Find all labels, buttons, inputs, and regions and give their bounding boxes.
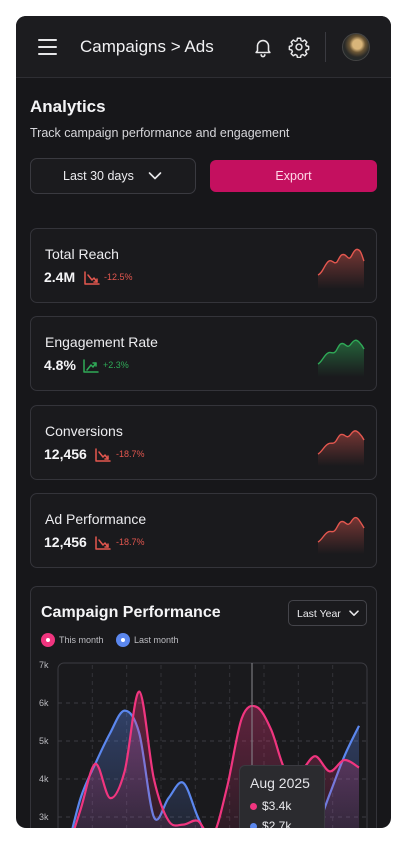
y-axis-ticks: 7k 6k 5k 4k 3k <box>39 660 49 822</box>
y-tick-label: 4k <box>39 774 49 784</box>
date-range-label: Last 30 days <box>63 169 134 183</box>
kpi-title: Total Reach <box>45 246 119 262</box>
series-line-this-month[interactable] <box>66 690 360 828</box>
kpi-title: Ad Performance <box>45 511 147 527</box>
kpi-card-conversions[interactable]: Conversions 12,456 -18.7% <box>30 405 377 480</box>
main-content: Analytics Track campaign performance and… <box>16 78 391 828</box>
kpi-delta: +2.3% <box>103 360 129 370</box>
trend-down-icon <box>95 448 111 462</box>
gear-icon[interactable] <box>288 36 310 58</box>
tooltip-last-value: $2.7k <box>250 819 291 828</box>
y-tick-label: 6k <box>39 698 49 708</box>
kpi-card-ad-performance[interactable]: Ad Performance 12,456 -18.7% <box>30 493 377 568</box>
period-label: Last Year <box>297 608 341 620</box>
divider <box>325 32 326 62</box>
campaign-performance-card: Campaign Performance Last Year This mont… <box>30 586 377 828</box>
section-title: Campaign Performance <box>41 604 221 621</box>
menu-icon[interactable] <box>38 38 58 56</box>
series-line-last-month[interactable] <box>66 709 360 828</box>
campaign-area-chart[interactable]: 7k 6k 5k 4k 3k <box>31 657 377 828</box>
app-screen: Campaigns > Ads Analytics Track campaign… <box>16 16 391 828</box>
kpi-value: 12,456 <box>44 446 87 462</box>
y-tick-label: 3k <box>39 812 49 822</box>
trend-down-icon <box>84 271 100 285</box>
kpi-delta: -18.7% <box>116 449 145 459</box>
kpi-title: Conversions <box>45 423 123 439</box>
kpi-title: Engagement Rate <box>45 334 158 350</box>
top-bar: Campaigns > Ads <box>16 16 391 78</box>
kpi-card-engagement-rate[interactable]: Engagement Rate 4.8% +2.3% <box>30 316 377 391</box>
sparkline <box>317 516 365 554</box>
chevron-down-icon <box>349 610 359 616</box>
period-dropdown[interactable]: Last Year <box>288 600 367 626</box>
kpi-value: 2.4M <box>44 269 76 285</box>
trend-up-icon <box>83 359 99 373</box>
date-range-dropdown[interactable]: Last 30 days <box>30 158 196 194</box>
export-button[interactable]: Export <box>210 160 377 192</box>
y-tick-label: 7k <box>39 660 49 670</box>
breadcrumb[interactable]: Campaigns > Ads <box>80 37 214 56</box>
tooltip-title: Aug 2025 <box>250 775 310 791</box>
kpi-card-total-reach[interactable]: Total Reach 2.4M -12.5% <box>30 228 377 303</box>
kpi-delta: -18.7% <box>116 537 145 547</box>
chevron-down-icon <box>148 172 162 180</box>
tooltip-this-value: $3.4k <box>250 799 291 813</box>
y-tick-label: 5k <box>39 736 49 746</box>
sparkline <box>317 430 365 466</box>
kpi-delta: -12.5% <box>104 272 133 282</box>
chart-tooltip: Aug 2025 $3.4k $2.7k <box>239 765 325 828</box>
sparkline <box>317 339 365 377</box>
bell-icon[interactable] <box>252 36 274 58</box>
sparkline <box>317 248 365 289</box>
avatar[interactable] <box>342 33 370 61</box>
kpi-value: 4.8% <box>44 357 76 373</box>
trend-down-icon <box>95 536 111 550</box>
kpi-value: 12,456 <box>44 534 87 550</box>
page-subtitle: Track campaign performance and engagemen… <box>30 126 290 140</box>
page-title: Analytics <box>30 97 106 116</box>
